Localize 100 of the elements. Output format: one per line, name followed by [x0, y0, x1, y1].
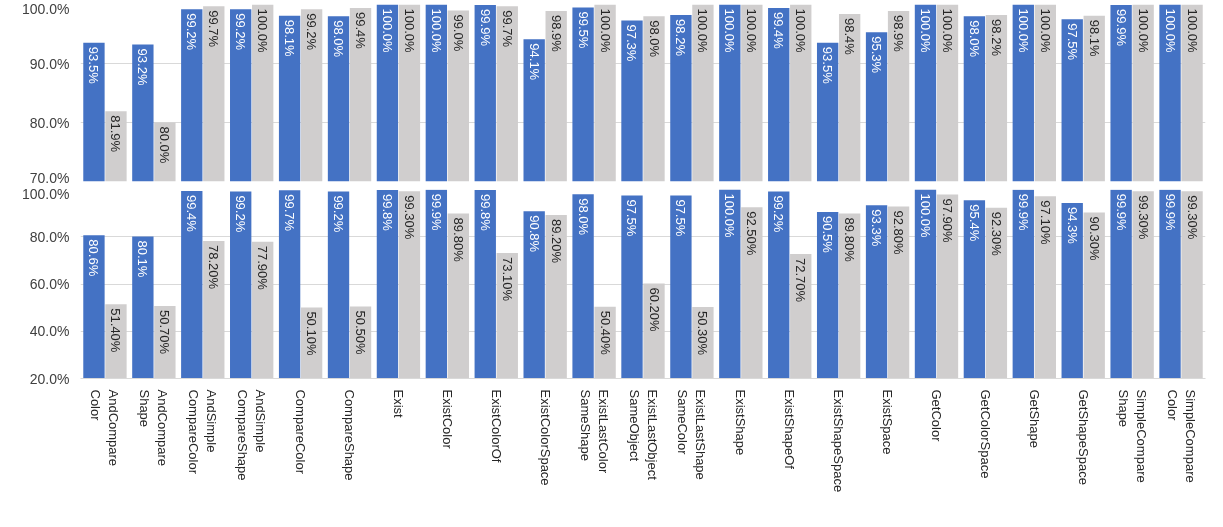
y-tick-label: 70.0%: [29, 169, 70, 186]
data-label: 98.1%: [282, 19, 298, 58]
data-label: 98.0%: [646, 20, 662, 58]
data-label: 50.50%: [353, 310, 369, 355]
data-label: 93.5%: [86, 46, 102, 85]
data-label: 100.0%: [695, 8, 711, 54]
x-tick-label: ExistColor: [439, 389, 455, 450]
x-tick-label: Exist: [390, 389, 406, 419]
data-label: 99.7%: [206, 10, 222, 48]
x-tick-label: CompareColor: [293, 389, 309, 475]
data-label: 92.80%: [891, 210, 907, 256]
data-label: 98.4%: [842, 17, 858, 56]
data-label: 99.9%: [477, 9, 493, 47]
data-label: 93.3%: [869, 209, 885, 247]
data-label: 100.0%: [917, 8, 933, 54]
x-tick-label: ExistLastShape SameColor: [675, 389, 709, 480]
data-label: 100.0%: [1135, 8, 1151, 54]
x-tick-label: ExistShapeOf: [782, 389, 798, 470]
data-label: 100.0%: [255, 8, 271, 54]
data-label: 99.30%: [1184, 195, 1200, 240]
data-label: 99.2%: [184, 13, 200, 51]
data-label: 99.2%: [233, 195, 249, 233]
x-tick-label: AndSimple CompareColor: [186, 389, 220, 475]
data-label: 92.50%: [744, 211, 760, 256]
x-tick-label: GetShapeSpace: [1075, 389, 1091, 485]
y-tick-label: 100.0%: [22, 0, 70, 17]
data-label: 100.0%: [597, 8, 613, 54]
data-label: 99.2%: [771, 195, 787, 233]
data-label: 50.70%: [157, 309, 173, 355]
data-label: 50.40%: [597, 310, 613, 356]
data-label: 100.0%: [722, 8, 738, 54]
data-label: 100.0%: [428, 8, 444, 54]
y-tick-label: 80.0%: [29, 114, 70, 131]
data-label: 50.10%: [304, 311, 320, 356]
data-label: 99.30%: [401, 195, 417, 240]
data-label: 72.70%: [793, 258, 809, 303]
data-label: 99.2%: [331, 195, 347, 233]
data-label: 97.10%: [1037, 200, 1053, 245]
data-label: 60.20%: [646, 287, 662, 333]
data-label: 89.80%: [450, 217, 466, 263]
data-label: 99.4%: [353, 12, 369, 50]
y-tick-label: 100.0%: [22, 185, 70, 202]
data-label: 100.0%: [744, 8, 760, 54]
data-label: 93.5%: [820, 46, 836, 85]
data-label: 50.30%: [695, 310, 711, 356]
x-tick-label: GetColorSpace: [977, 389, 993, 479]
data-label: 99.9%: [1113, 9, 1129, 47]
data-label: 99.4%: [771, 12, 787, 50]
data-label: 89.80%: [842, 217, 858, 263]
data-label: 97.5%: [624, 199, 640, 237]
x-tick-label: SimpleCompare Shape: [1115, 389, 1149, 483]
data-label: 81.9%: [108, 115, 124, 153]
data-label: 90.5%: [820, 215, 836, 254]
data-label: 99.9%: [1015, 193, 1031, 232]
data-label: 89.20%: [548, 219, 564, 264]
data-label: 95.3%: [869, 36, 885, 74]
data-label: 90.8%: [526, 215, 542, 253]
data-label: 99.4%: [184, 194, 200, 233]
data-label: 99.5%: [575, 11, 591, 49]
data-label: 94.1%: [526, 43, 542, 81]
x-tick-label: AndCompare Color: [88, 389, 122, 467]
data-label: 100.0%: [1162, 8, 1178, 54]
data-label: 98.0%: [966, 20, 982, 58]
y-tick-label: 40.0%: [29, 323, 70, 340]
y-tick-label: 90.0%: [29, 55, 70, 72]
data-label: 97.3%: [624, 24, 640, 62]
x-tick-label: GetShape: [1026, 389, 1042, 449]
data-label: 99.8%: [477, 193, 493, 232]
data-label: 97.5%: [1064, 23, 1080, 61]
data-label: 100.0%: [379, 8, 395, 54]
x-tick-label: ExistColorOf: [488, 389, 504, 463]
x-tick-label: AndSimple CompareShape: [235, 389, 269, 481]
data-label: 93.2%: [135, 48, 151, 86]
data-label: 99.7%: [499, 10, 515, 48]
y-tick-label: 20.0%: [29, 370, 70, 387]
data-label: 80.6%: [86, 239, 102, 277]
data-label: 73.10%: [499, 257, 515, 302]
data-label: 78.20%: [206, 245, 222, 290]
data-label: 100.0%: [939, 8, 955, 54]
x-tick-label: ExistShape: [733, 389, 749, 456]
data-label: 97.90%: [939, 198, 955, 243]
data-label: 100.0%: [722, 193, 738, 239]
x-tick-label: ExistShapeSpace: [831, 389, 847, 493]
data-label: 99.9%: [1113, 193, 1129, 232]
data-label: 99.8%: [379, 193, 395, 232]
data-label: 100.0%: [917, 193, 933, 239]
data-label: 77.90%: [255, 245, 271, 291]
data-label: 99.7%: [282, 194, 298, 232]
data-label: 100.0%: [1015, 8, 1031, 54]
data-label: 98.0%: [575, 198, 591, 236]
data-label: 99.9%: [428, 193, 444, 232]
data-label: 95.4%: [966, 204, 982, 242]
x-tick-label: ExistLastColor SameShape: [577, 389, 611, 474]
data-label: 98.9%: [891, 14, 907, 53]
data-label: 99.30%: [1135, 195, 1151, 240]
data-label: 100.0%: [401, 8, 417, 54]
data-label: 100.0%: [1184, 8, 1200, 54]
data-label: 98.0%: [331, 20, 347, 58]
data-label: 98.2%: [673, 19, 689, 57]
x-tick-label: CompareShape: [342, 389, 358, 481]
